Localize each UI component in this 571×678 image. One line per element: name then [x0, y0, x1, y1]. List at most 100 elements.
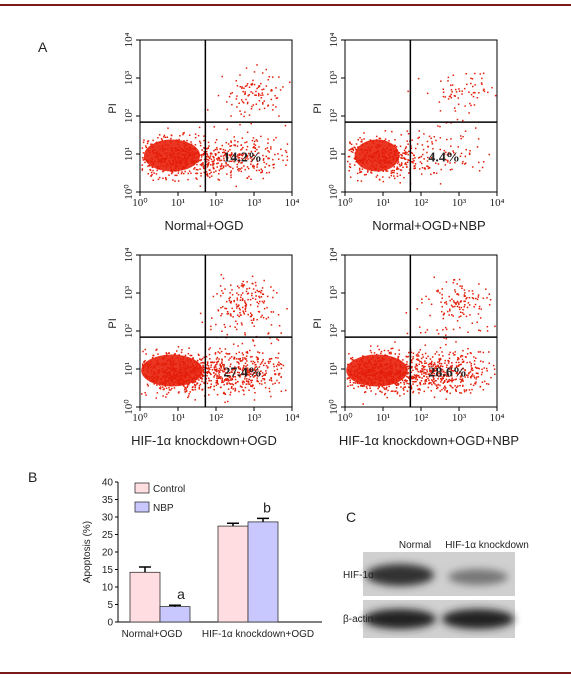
event-dot	[455, 372, 458, 375]
event-dot	[227, 312, 230, 315]
event-dot	[238, 156, 241, 159]
event-dot	[183, 362, 185, 365]
event-dot	[388, 380, 390, 382]
event-dot	[237, 154, 239, 156]
event-dot	[459, 378, 461, 381]
event-dot	[240, 154, 243, 156]
x-tick-label: 10⁰	[337, 412, 353, 424]
event-dot	[441, 365, 444, 368]
event-dot	[416, 364, 419, 367]
event-dot	[241, 284, 244, 287]
event-dot	[375, 176, 378, 178]
event-dot	[216, 147, 218, 149]
event-dot	[473, 356, 475, 358]
event-dot	[421, 368, 423, 370]
event-dot	[177, 379, 179, 382]
event-dot	[151, 356, 154, 359]
event-dot	[146, 369, 149, 371]
event-dot	[194, 167, 196, 169]
event-dot	[193, 366, 195, 369]
event-dot	[420, 369, 422, 372]
event-dot	[465, 374, 468, 376]
event-dot	[152, 378, 155, 380]
event-dot	[171, 361, 174, 363]
event-dot	[180, 351, 183, 354]
event-dot	[223, 151, 225, 153]
event-dot	[438, 366, 440, 368]
event-dot	[252, 384, 254, 387]
event-dot	[372, 156, 375, 158]
event-dot	[444, 359, 446, 362]
event-dot	[174, 353, 176, 355]
event-dot	[248, 371, 250, 374]
event-dot	[238, 375, 241, 377]
event-dot	[363, 132, 365, 134]
event-dot	[164, 140, 166, 142]
event-dot	[360, 170, 363, 173]
event-dot	[218, 367, 221, 370]
event-dot	[229, 363, 232, 365]
event-dot	[367, 374, 369, 376]
event-dot	[250, 360, 252, 363]
event-dot	[166, 366, 169, 369]
event-dot	[243, 165, 245, 167]
event-dot	[396, 166, 399, 169]
event-dot	[459, 285, 461, 287]
event-dot	[391, 370, 393, 372]
event-dot	[432, 363, 435, 366]
event-dot	[229, 393, 231, 396]
event-dot	[369, 387, 371, 389]
event-dot	[175, 139, 177, 142]
event-dot	[171, 387, 173, 390]
event-dot	[464, 376, 466, 378]
event-dot	[385, 372, 388, 375]
event-dot	[195, 172, 197, 175]
event-dot	[238, 366, 240, 368]
event-dot	[454, 385, 456, 387]
y-tick-label: 5	[107, 600, 113, 611]
event-dot	[196, 375, 199, 378]
event-dot	[375, 393, 377, 395]
event-dot	[384, 392, 387, 395]
event-dot	[189, 146, 191, 149]
event-dot	[165, 167, 167, 169]
event-dot	[220, 159, 223, 162]
event-dot	[249, 157, 252, 159]
event-dot	[141, 164, 143, 166]
event-dot	[149, 151, 151, 154]
event-dot	[419, 349, 422, 351]
event-dot	[163, 136, 165, 138]
event-dot	[213, 368, 216, 370]
event-dot	[397, 383, 400, 385]
event-dot	[159, 386, 162, 388]
event-dot	[386, 383, 389, 386]
event-dot	[481, 83, 483, 86]
event-dot	[378, 383, 380, 385]
event-dot	[415, 365, 417, 367]
event-dot	[181, 368, 184, 371]
event-dot	[410, 371, 412, 373]
event-dot	[184, 157, 186, 160]
event-dot	[393, 357, 395, 360]
event-dot	[436, 370, 438, 373]
event-dot	[265, 163, 268, 165]
event-dot	[159, 148, 161, 151]
event-dot	[170, 376, 172, 378]
event-dot	[386, 368, 388, 371]
event-dot	[273, 139, 275, 141]
event-dot	[229, 292, 231, 294]
event-dot	[452, 387, 454, 389]
event-dot	[180, 374, 183, 377]
event-dot	[253, 143, 255, 145]
event-dot	[255, 366, 258, 368]
event-dot	[467, 302, 470, 304]
event-dot	[264, 166, 266, 168]
event-dot	[370, 171, 372, 173]
event-dot	[402, 157, 405, 159]
event-dot	[465, 356, 467, 358]
event-dot	[234, 366, 236, 368]
event-dot	[168, 376, 170, 379]
event-dot	[231, 371, 233, 374]
event-dot	[478, 169, 481, 172]
event-dot	[370, 146, 373, 148]
